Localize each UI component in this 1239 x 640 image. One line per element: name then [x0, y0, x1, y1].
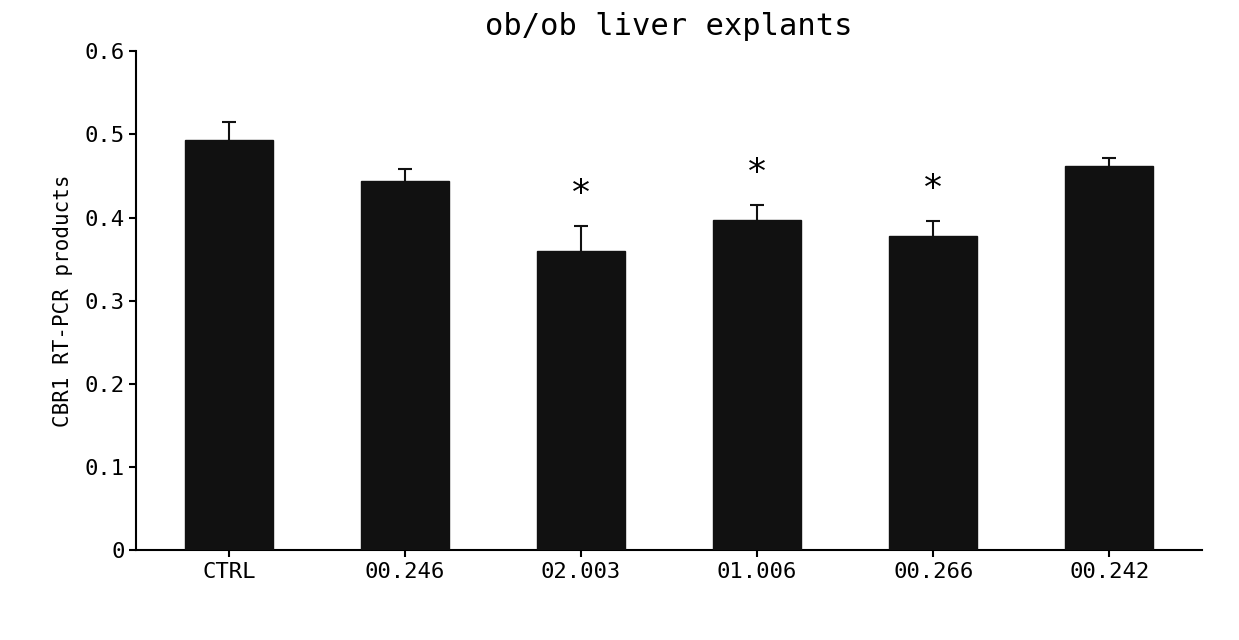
Bar	[185, 140, 273, 550]
Bar	[890, 236, 978, 550]
Bar	[714, 220, 802, 550]
Bar	[361, 181, 449, 550]
Bar	[536, 251, 624, 550]
Bar	[1066, 166, 1154, 550]
Text: *: *	[924, 172, 942, 206]
Y-axis label: CBR1 RT-PCR products: CBR1 RT-PCR products	[53, 175, 73, 427]
Title: ob/ob liver explants: ob/ob liver explants	[486, 12, 852, 40]
Text: *: *	[572, 177, 590, 211]
Text: *: *	[748, 156, 766, 190]
